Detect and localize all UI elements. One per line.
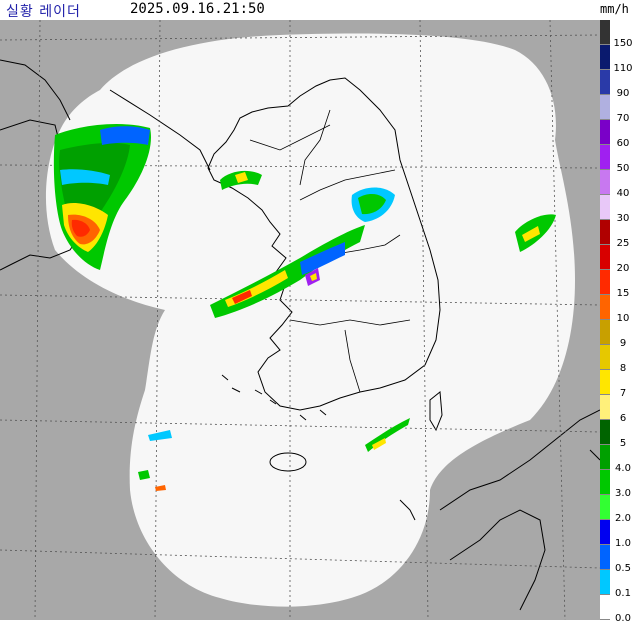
legend-level: 150	[600, 20, 635, 49]
legend-label: 8	[619, 363, 627, 374]
legend-swatch	[600, 320, 610, 345]
unit-label: mm/h	[600, 2, 629, 16]
header-bar: 실황 레이더 2025.09.16.21:50	[0, 0, 600, 20]
legend-label: 15	[616, 288, 630, 299]
legend-label: 4.0	[615, 463, 631, 474]
legend-swatch	[600, 470, 610, 495]
legend-swatch	[600, 520, 610, 545]
echo-west-china-coast-cell	[53, 124, 151, 270]
legend-level: 6	[600, 395, 635, 424]
legend-level: 8	[600, 345, 635, 374]
legend-level: 7	[600, 370, 635, 399]
legend-label: 5	[619, 438, 627, 449]
legend-level: 30	[600, 195, 635, 224]
legend-label: 110	[613, 63, 633, 74]
legend-level: 0.1	[600, 570, 635, 599]
legend-swatch	[600, 545, 610, 570]
legend-label: 6	[619, 413, 627, 424]
legend-swatch	[600, 120, 610, 145]
legend-level: 40	[600, 170, 635, 199]
product-title: 실황 레이더	[6, 4, 81, 20]
legend-swatch	[600, 445, 610, 470]
legend-swatch	[600, 495, 610, 520]
legend-swatch	[600, 295, 610, 320]
legend-swatch	[600, 245, 610, 270]
legend-label: 50	[616, 163, 630, 174]
legend-label: 3.0	[615, 488, 631, 499]
legend-level: 20	[600, 245, 635, 274]
legend-label: 2.0	[615, 513, 631, 524]
legend-level: 50	[600, 145, 635, 174]
legend-label: 70	[616, 113, 630, 124]
legend-level: 60	[600, 120, 635, 149]
radar-map[interactable]	[0, 20, 600, 620]
legend-label: 150	[613, 38, 633, 49]
legend-label: 7	[619, 388, 627, 399]
legend-level: 4.0	[600, 445, 635, 474]
legend-swatch	[600, 195, 610, 220]
legend-swatch	[600, 420, 610, 445]
legend-level: 1.0	[600, 520, 635, 549]
coastlines	[0, 59, 600, 611]
echo-gyeonggi-band	[220, 170, 262, 190]
legend-label: 30	[616, 213, 630, 224]
legend-label: 20	[616, 263, 630, 274]
legend-label: 25	[616, 238, 630, 249]
legend-label: 1.0	[615, 538, 631, 549]
legend-swatch	[600, 345, 610, 370]
legend-level: 25	[600, 220, 635, 249]
legend-level: 5	[600, 420, 635, 449]
legend-swatch	[600, 170, 610, 195]
legend-label: 0.1	[615, 588, 631, 599]
echo-central-band	[210, 225, 365, 318]
legend-level: 0.0	[600, 595, 635, 624]
legend-level: 2.0	[600, 495, 635, 524]
echo-east-sea-cell	[515, 214, 556, 252]
radar-coverage-area	[45, 33, 576, 607]
legend-swatch	[600, 395, 610, 420]
legend-label: 0.0	[615, 613, 631, 624]
echo-northeast-cluster	[351, 187, 395, 222]
observation-timestamp: 2025.09.16.21:50	[130, 1, 265, 17]
precipitation-legend: 150 110 90 70 60 50 40 30 25 20 15 10 9 8 7 6 5 4.0 3.0 2.0…	[600, 20, 635, 624]
legend-swatch	[600, 570, 610, 595]
legend-level: 9	[600, 320, 635, 349]
legend-level: 70	[600, 95, 635, 124]
legend-level: 3.0	[600, 470, 635, 499]
legend-swatch	[600, 145, 610, 170]
echo-south-sea-band	[138, 418, 410, 491]
legend-label: 9	[619, 338, 627, 349]
legend-swatch	[600, 220, 610, 245]
legend-label: 10	[616, 313, 630, 324]
legend-label: 40	[616, 188, 630, 199]
legend-level: 0.5	[600, 545, 635, 574]
legend-level: 15	[600, 270, 635, 299]
legend-label: 90	[616, 88, 630, 99]
legend-swatch	[600, 70, 610, 95]
legend-swatch	[600, 20, 610, 45]
legend-swatch	[600, 595, 610, 620]
legend-swatch	[600, 370, 610, 395]
legend-level: 10	[600, 295, 635, 324]
legend-swatch	[600, 95, 610, 120]
legend-swatch	[600, 270, 610, 295]
legend-level: 110	[600, 45, 635, 74]
legend-level: 90	[600, 70, 635, 99]
legend-label: 60	[616, 138, 630, 149]
legend-label: 0.5	[615, 563, 631, 574]
legend-swatch	[600, 45, 610, 70]
